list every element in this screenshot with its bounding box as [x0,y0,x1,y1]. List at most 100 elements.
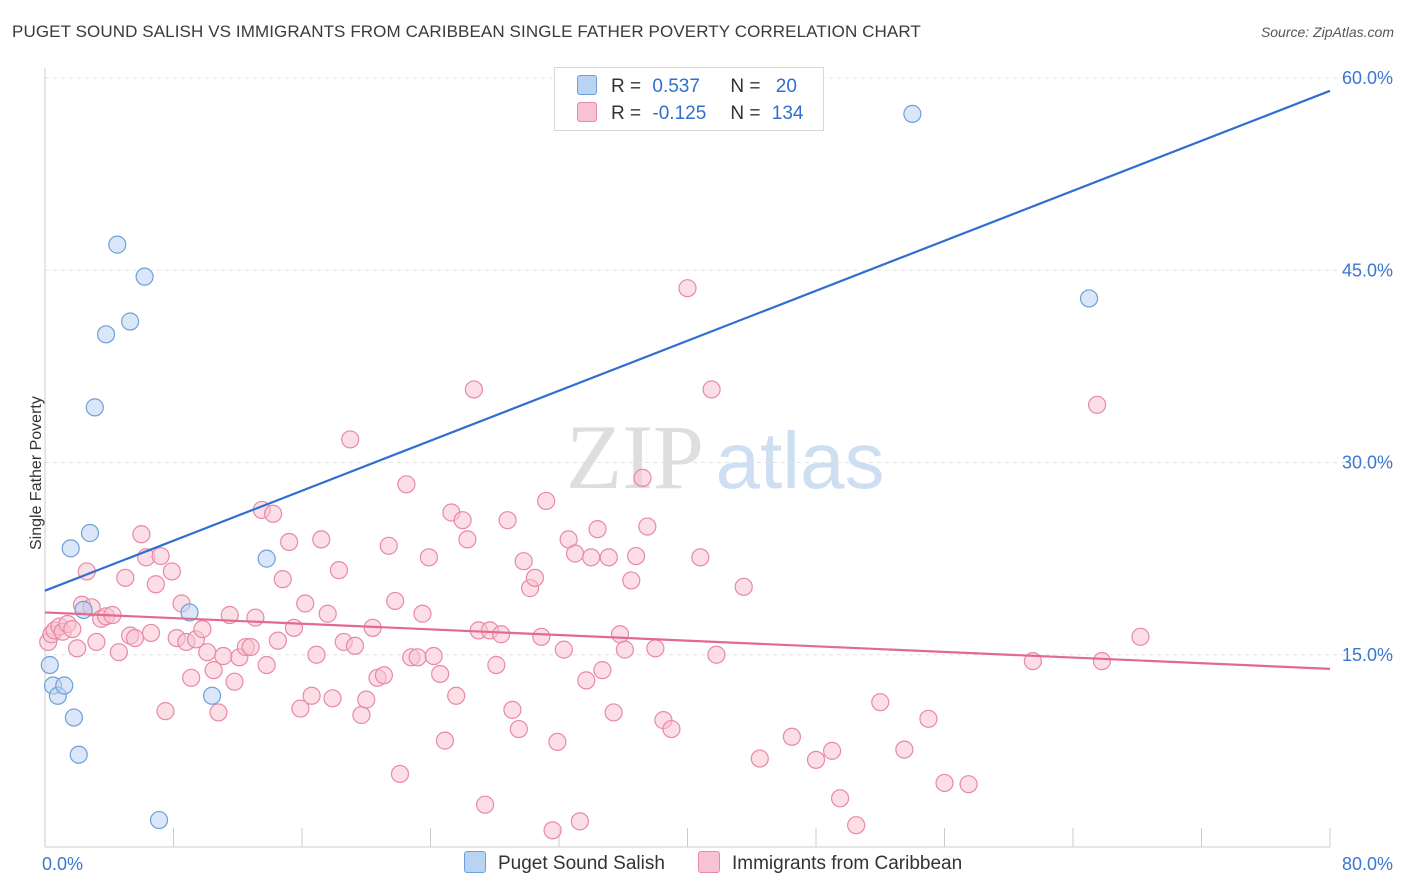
data-point [132,525,151,544]
series-caribbean [39,279,1150,840]
data-point [1079,289,1099,308]
data-point [135,267,154,286]
data-point [284,618,304,637]
data-point [151,546,170,566]
trend-line-salish [44,89,1331,592]
blue-swatch-icon [464,851,486,873]
data-point [180,603,199,622]
data-point [750,749,769,768]
data-point [1087,395,1107,414]
data-point [492,625,511,644]
data-point [554,640,573,659]
source-label: Source: ZipAtlas.com [1260,24,1394,40]
data-point [537,491,556,511]
data-point [40,655,59,675]
data-point [341,430,360,449]
data-point [662,719,681,739]
legend-label: Immigrants from Caribbean [732,853,963,874]
data-point [312,530,331,549]
data-point [379,536,398,555]
bottom-legend-caribbean: Immigrants from Caribbean [698,851,962,875]
data-point [1092,652,1112,671]
data-point [241,637,260,657]
data-point [273,570,292,589]
data-point [291,699,310,718]
data-point [156,702,175,721]
watermark: ZIP atlas [566,406,884,508]
data-point [280,532,299,552]
data-point [413,604,432,623]
data-point [352,705,371,725]
data-point [214,646,233,666]
data-point [543,821,562,840]
data-point [162,562,181,581]
data-point [64,708,84,727]
data-point [830,789,850,808]
data-point [225,672,244,691]
data-point [220,605,239,625]
data-point [61,539,80,558]
data-point [570,812,589,831]
data-point [610,625,630,644]
r-label: R = [611,76,642,97]
data-point [847,816,866,835]
data-point [268,631,288,650]
data-point [582,548,601,567]
data-point [903,104,922,123]
data-point [296,594,315,613]
data-point [85,398,104,417]
y-tick-label: 60.0% [1342,68,1393,88]
data-point [935,773,954,793]
data-point [307,645,326,664]
data-point [116,568,135,587]
pink-swatch-icon [577,102,597,122]
data-point [691,548,710,567]
data-point [193,620,212,639]
r-value: -0.125 [652,103,707,124]
trend-line-caribbean [44,611,1331,670]
data-point [678,279,697,298]
data-point [447,686,466,705]
data-point [121,312,140,331]
series-puget-sound-salish [40,104,1099,830]
data-point [302,686,321,705]
data-point [503,700,522,719]
data-point [125,628,145,648]
data-point [329,561,349,580]
data-point [707,645,726,664]
n-label: N = [730,103,761,124]
data-point [397,475,416,494]
data-point [109,643,128,662]
x-tick-label: 80.0% [1342,854,1393,874]
y-tick-label: 30.0% [1342,453,1393,473]
data-point [374,666,394,685]
legend-row-pink: R = -0.125 N = 134 [577,102,803,126]
data-point [919,709,938,728]
y-tick-label: 15.0% [1342,645,1393,665]
correlation-legend: R = 0.537 N = 20 R = -0.125 N = 134 [554,67,824,131]
data-point [458,530,477,549]
data-point [895,740,914,759]
data-point [357,690,376,709]
data-point [532,627,551,646]
data-point [702,380,721,399]
data-point [1131,627,1150,646]
data-point [487,655,506,675]
n-label: N = [730,76,761,97]
y-tick-label: 45.0% [1342,260,1393,280]
data-point [435,731,455,750]
bottom-legend-salish: Puget Sound Salish [464,851,665,875]
data-point [599,548,618,567]
data-point [453,511,472,530]
chart-title: PUGET SOUND SALISH VS IMMIGRANTS FROM CA… [12,22,921,41]
data-point [74,600,93,619]
data-point [514,552,533,571]
data-point [509,719,528,739]
data-point [345,636,365,655]
data-point [525,568,545,587]
data-point [646,639,665,658]
trend-lines [44,89,1331,670]
data-point [959,775,978,794]
n-value: 20 [775,76,797,97]
data-point [464,380,483,399]
